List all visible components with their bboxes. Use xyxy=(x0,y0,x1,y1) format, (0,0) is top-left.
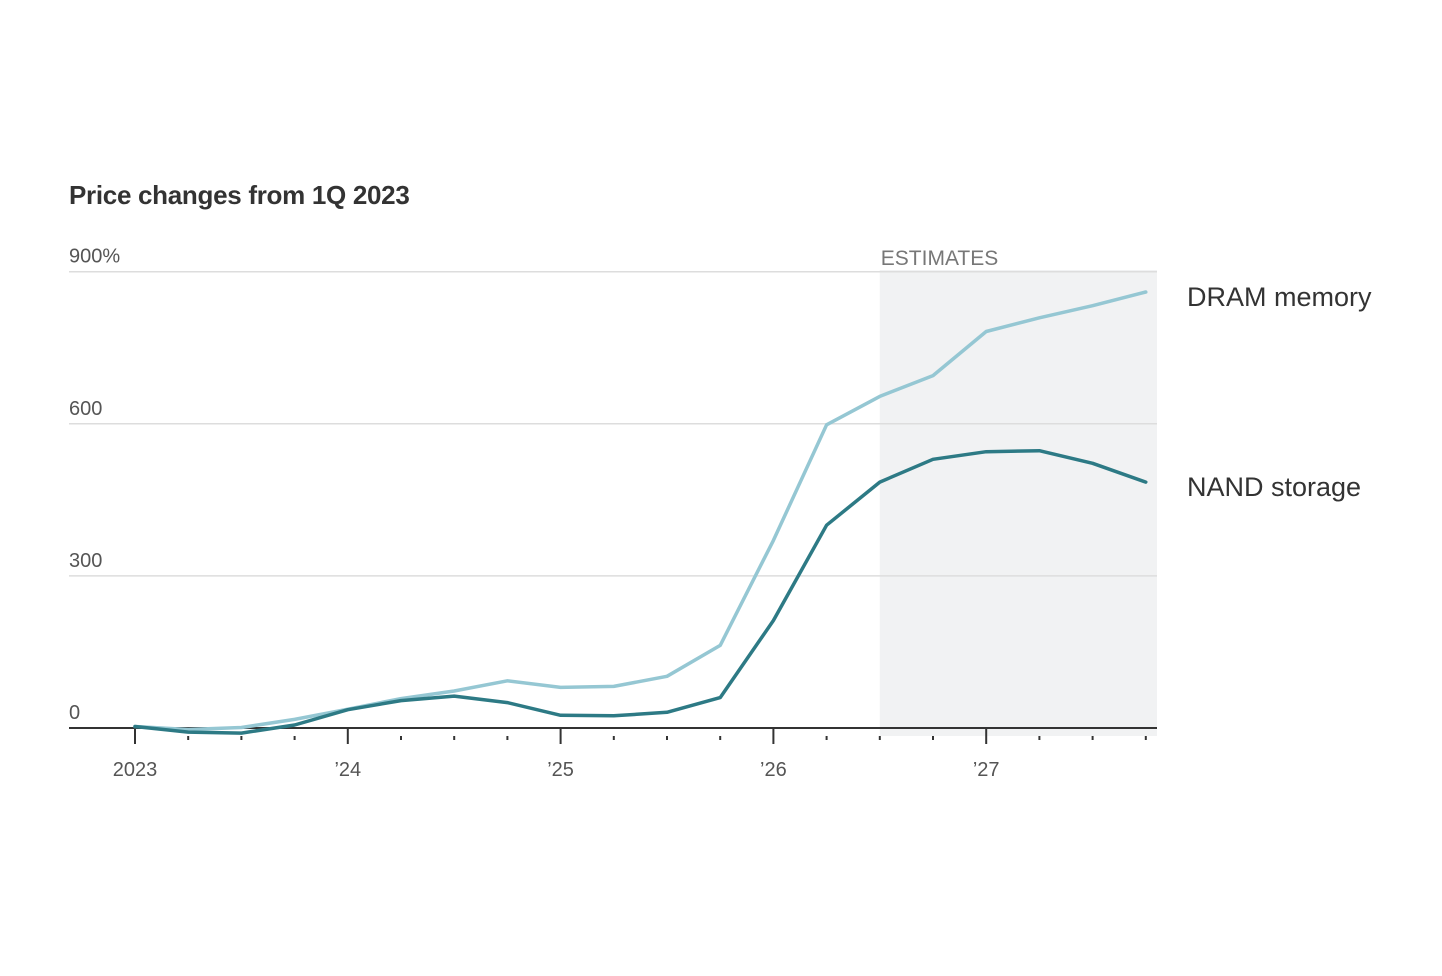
series-label: DRAM memory xyxy=(1187,282,1372,312)
x-tick-label: ’27 xyxy=(973,759,1000,781)
y-tick-label: 600 xyxy=(69,398,102,420)
x-tick-label: ’25 xyxy=(547,759,574,781)
estimates-band xyxy=(879,270,1157,736)
chart-title: Price changes from 1Q 2023 xyxy=(69,180,410,210)
y-tick-label: 300 xyxy=(69,550,102,572)
y-tick-label: 900% xyxy=(69,246,120,268)
series-line-nand-storage xyxy=(133,448,1148,735)
series-label: NAND storage xyxy=(1187,472,1361,502)
estimates-label: ESTIMATES xyxy=(881,247,998,270)
x-tick-label: ’26 xyxy=(760,759,787,781)
x-tick-label: ’24 xyxy=(334,759,361,781)
series-line-dram-memory xyxy=(133,290,1148,732)
x-tick-label: 2023 xyxy=(113,759,158,781)
y-tick-label: 0 xyxy=(69,702,80,724)
